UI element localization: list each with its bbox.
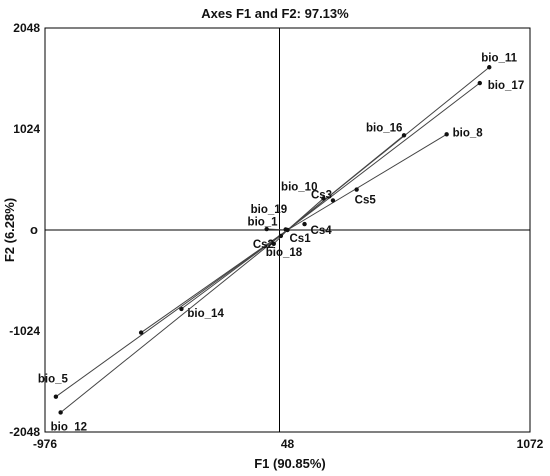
vector-label: bio_10 bbox=[281, 181, 317, 193]
vector-label: bio_12 bbox=[51, 421, 87, 433]
vector-line bbox=[287, 133, 447, 231]
x-tick-label: -976 bbox=[33, 437, 57, 451]
vector-label: bio_1 bbox=[248, 217, 279, 229]
vector-label: bio_11 bbox=[481, 52, 517, 64]
vector-label: bio_5 bbox=[38, 374, 69, 386]
vector-line bbox=[60, 229, 288, 413]
observation-label: Cs4 bbox=[311, 225, 333, 237]
vector-point bbox=[487, 65, 492, 70]
observation-point bbox=[354, 187, 359, 192]
vector-point bbox=[264, 226, 269, 232]
observation-label: Cs5 bbox=[355, 195, 377, 207]
x-axis-title: F1 (90.85%) bbox=[254, 456, 326, 471]
observation-point bbox=[330, 198, 336, 203]
observation-point bbox=[302, 221, 307, 227]
vector-point bbox=[321, 196, 326, 201]
observation-label: Cs2 bbox=[253, 239, 274, 251]
x-tick-label: 48 bbox=[281, 437, 295, 451]
vector-point bbox=[138, 330, 144, 335]
vector-label: bio_8 bbox=[453, 127, 484, 139]
y-axis-marker: o bbox=[30, 222, 38, 237]
vector-point bbox=[444, 132, 449, 137]
vector-line bbox=[287, 198, 324, 231]
vector-label: bio_17 bbox=[488, 80, 524, 92]
vector-point bbox=[477, 80, 482, 86]
vector-label: bio_16 bbox=[366, 122, 402, 134]
vector-point bbox=[53, 394, 59, 399]
vector-label: bio_19 bbox=[251, 204, 287, 216]
y-tick-label: 2048 bbox=[13, 21, 40, 35]
vector-point bbox=[58, 410, 63, 415]
vector-label: bio_14 bbox=[187, 308, 224, 320]
observation-label: Cs1 bbox=[290, 233, 312, 245]
observation-point bbox=[278, 233, 284, 239]
y-tick-label: -2048 bbox=[9, 425, 40, 439]
y-tick-label: -1024 bbox=[9, 324, 40, 338]
chart-title: Axes F1 and F2: 97.13% bbox=[201, 6, 349, 21]
vector-line bbox=[140, 229, 288, 333]
vector-line bbox=[55, 229, 288, 398]
vector-point bbox=[271, 241, 276, 247]
vector-label: bio_18 bbox=[266, 247, 303, 259]
y-axis-title: F2 (6.28%) bbox=[2, 198, 17, 262]
vector-line bbox=[287, 82, 481, 231]
observation-point bbox=[285, 227, 290, 233]
observation-label: Cs3 bbox=[311, 189, 332, 201]
x-tick-label: 1072 bbox=[517, 437, 544, 451]
vector-point bbox=[401, 133, 407, 138]
y-tick-label: 1024 bbox=[13, 122, 40, 136]
vector-point bbox=[179, 306, 184, 312]
vector-line bbox=[287, 134, 405, 231]
